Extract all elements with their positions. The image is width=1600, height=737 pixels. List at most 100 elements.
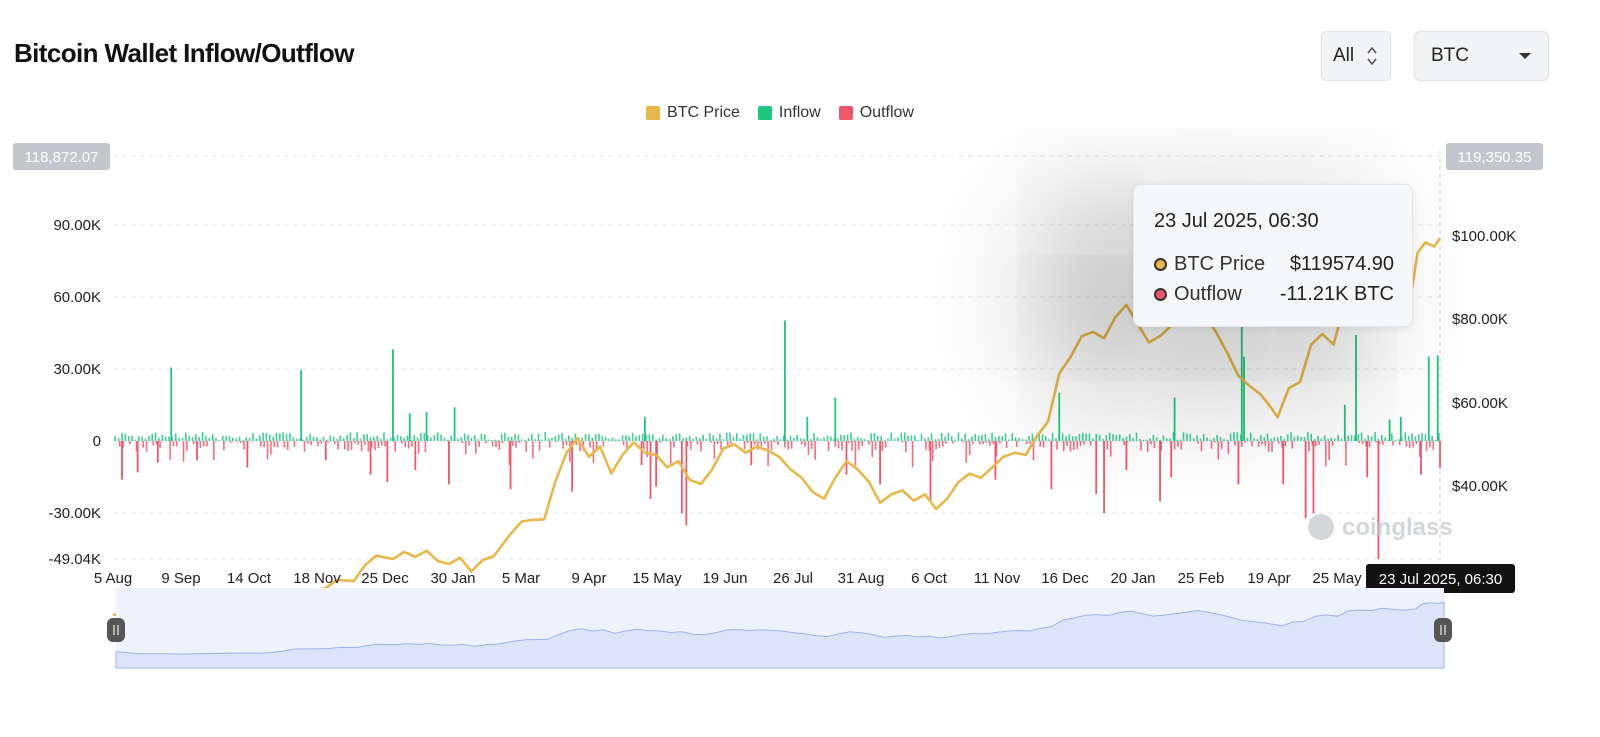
inflow-bar-minor [245,437,248,441]
inflow-bar-minor [363,434,365,441]
inflow-bar-minor [860,438,862,441]
y-left-tick-label: -30.00K [48,505,101,522]
outflow-bar [1304,441,1307,519]
outflow-bar-minor [260,441,262,447]
outflow-bar-minor [1244,441,1246,443]
inflow-bar [1436,355,1439,441]
inflow-bar-minor [1333,438,1336,441]
outflow-bar-minor [1408,441,1411,448]
inflow-bar-minor [379,438,382,441]
outflow-bar [1237,441,1240,485]
asset-select[interactable]: BTC [1414,31,1549,81]
outflow-bar-minor [1153,441,1156,449]
inflow-bar-minor [151,433,153,441]
outflow-bar-minor [293,441,296,447]
inflow-bar-minor [732,437,735,441]
inflow-bar-minor [1045,436,1047,441]
x-tick-label: 31 Aug [838,570,885,587]
inflow-bar-minor [1031,433,1034,441]
inflow-bar-minor [1300,436,1302,441]
inflow-bar-minor [594,434,597,441]
inflow-bar-minor [1216,434,1218,441]
x-tick-label: 25 Feb [1178,570,1225,587]
outflow-bar-minor [508,441,511,466]
outflow-bar-minor [804,441,806,447]
inflow-bar-minor [336,438,338,441]
outflow-bar-minor [135,441,138,452]
inflow-bar-minor [1337,434,1339,441]
inflow-bar [644,416,646,441]
outflow-bar-minor [159,441,161,449]
inflow-bar [1343,404,1346,441]
inflow-bar-minor [141,436,143,441]
legend-item-inflow[interactable]: Inflow [757,104,821,122]
outflow-bar-minor [1432,441,1435,450]
outflow-bar-minor [360,441,363,452]
inflow-bar-minor [712,435,715,441]
inflow-bar-minor [897,437,899,441]
inflow-bar-minor [352,438,355,441]
inflow-bar-minor [1186,433,1188,441]
inflow-bar-minor [1206,437,1208,441]
outflow-bar-minor [1291,441,1293,449]
inflow-bar-minor [322,436,325,441]
outflow-bar-minor [858,441,860,450]
range-select[interactable]: All [1321,31,1391,81]
outflow-bar-minor [1197,441,1199,444]
outflow-bar-minor [726,441,729,449]
outflow-bar [1159,441,1161,502]
inflow-bar-minor [665,438,667,441]
inflow-bar-minor [228,436,231,441]
inflow-bar-minor [272,436,274,441]
inflow-bar-minor [957,432,960,441]
inflow-bar-minor [994,436,997,441]
inflow-bar-minor [1055,438,1057,441]
left-handle[interactable] [107,618,125,642]
outflow-bar-minor [1170,441,1173,451]
outflow-bar-minor [347,441,349,451]
outflow-bar-minor [1146,441,1149,452]
outflow-bar-minor [1106,441,1109,450]
right-handle[interactable] [1434,618,1452,642]
inflow-bar-minor [1139,438,1141,441]
outflow-bar-minor [807,441,810,455]
outflow-bar-minor [411,441,413,447]
outflow-bar-minor [498,441,501,450]
inflow-bar-minor [1370,436,1373,441]
outflow-bar-minor [1237,441,1240,443]
x-tick-label: 5 Aug [94,570,132,587]
outflow-bar-minor [1039,441,1042,447]
outflow-bar-minor [1405,441,1408,447]
inflow-bar-minor [984,434,987,441]
outflow-bar-minor [962,441,964,443]
inflow-bar-minor [447,439,449,441]
outflow-bar-minor [989,441,991,446]
inflow-bar-minor [1428,435,1430,441]
x-highlight-badge [1366,564,1515,593]
inflow-bar-minor [1105,435,1108,441]
inflow-bar-minor [977,435,980,441]
inflow-bar-minor [564,438,567,441]
outflow-bar-minor [646,441,648,458]
legend-item-outflow[interactable]: Outflow [838,104,914,122]
inflow-bar-minor [561,432,563,441]
inflow-bar-minor [158,438,160,441]
outflow-bar [1170,441,1173,478]
y-right-tick-label: $100.00K [1452,228,1516,245]
inflow-bar-minor [581,437,584,441]
tooltip-price-label: BTC Price [1174,253,1266,275]
tooltip: 23 Jul 2025, 06:30 BTC Price $119574.90 … [1133,184,1413,327]
inflow-bar-minor [148,435,150,441]
outflow-bar-minor [1140,441,1142,451]
outflow-bar [136,441,139,473]
inflow-bar [1240,322,1243,441]
inflow-bar-minor [615,439,617,441]
outflow-bar-minor [350,441,353,451]
legend-item-price[interactable]: BTC Price [646,104,740,122]
inflow-bar-minor [1327,438,1329,441]
inflow-bar-minor [1330,437,1333,441]
inflow-bar-minor [366,434,369,441]
tooltip-outflow-dot [1154,288,1167,301]
inflow-bar-minor [662,434,664,441]
